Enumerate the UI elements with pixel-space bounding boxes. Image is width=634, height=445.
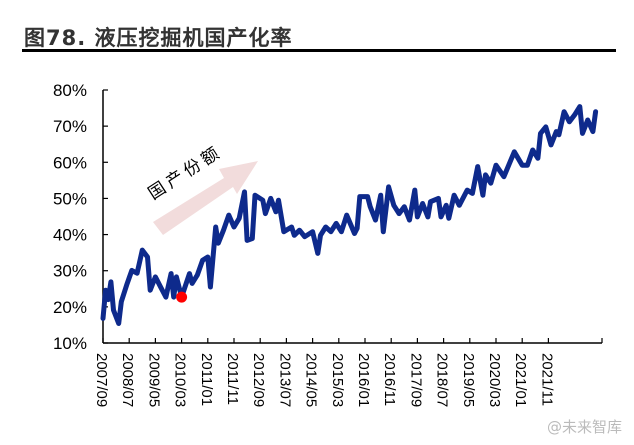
- title-divider: [22, 49, 616, 52]
- x-tick-label: 2018/07: [434, 353, 451, 407]
- x-tick-label: 2016/11: [381, 353, 398, 406]
- y-tick-label: 60%: [53, 153, 87, 172]
- y-tick-label: 80%: [53, 81, 87, 100]
- y-tick-label: 20%: [53, 298, 87, 317]
- x-tick-label: 2016/01: [355, 353, 372, 407]
- x-tick-label: 2017/09: [407, 353, 424, 407]
- watermark: @未来智库: [546, 418, 622, 436]
- x-tick-label: 2019/05: [460, 353, 477, 407]
- axes: 10% 20% 30% 40% 50% 60% 70% 80% 2007/09 2008/07 20…: [53, 81, 603, 407]
- x-tick-label: 2008/07: [119, 353, 136, 407]
- x-tick-label: 2009/05: [145, 353, 162, 407]
- x-tick-label: 2011/01: [198, 353, 215, 406]
- y-tick-label: 50%: [53, 189, 87, 208]
- y-tick-label: 10%: [53, 334, 87, 353]
- x-tick-label: 2020/03: [486, 353, 503, 407]
- series-line-group: [100, 104, 599, 326]
- series-line: [100, 104, 599, 326]
- x-tick-label: 2014/05: [303, 353, 320, 407]
- x-tick-label: 2013/07: [276, 353, 293, 407]
- x-tick-label: 2021/11: [538, 353, 555, 406]
- arrow-shape: [153, 161, 258, 235]
- highlight-point: [176, 291, 188, 303]
- y-tick-label: 40%: [53, 226, 87, 245]
- y-tick-label: 30%: [53, 262, 87, 281]
- x-tick-label: 2015/03: [329, 353, 346, 407]
- x-tick-label: 2011/11: [224, 353, 241, 405]
- figure-title: 图78. 液压挖掘机国产化率: [24, 26, 293, 50]
- x-tick-label: 2021/01: [512, 353, 529, 407]
- y-tick-label: 70%: [53, 117, 87, 136]
- x-tick-label: 2012/09: [250, 353, 267, 407]
- x-tick-label: 2010/03: [172, 353, 189, 407]
- x-tick-label: 2007/09: [93, 353, 110, 407]
- trend-arrow: [153, 161, 258, 235]
